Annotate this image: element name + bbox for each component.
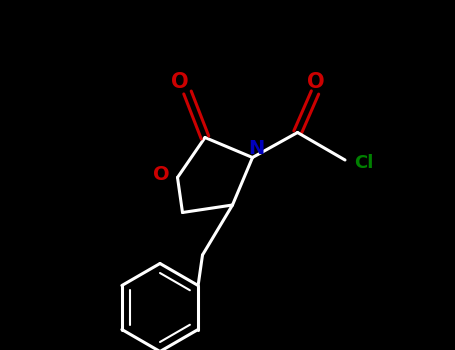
Text: Cl: Cl bbox=[354, 154, 374, 172]
Text: O: O bbox=[171, 72, 189, 92]
Text: O: O bbox=[307, 71, 325, 91]
Text: N: N bbox=[248, 140, 264, 159]
Text: O: O bbox=[153, 166, 170, 184]
